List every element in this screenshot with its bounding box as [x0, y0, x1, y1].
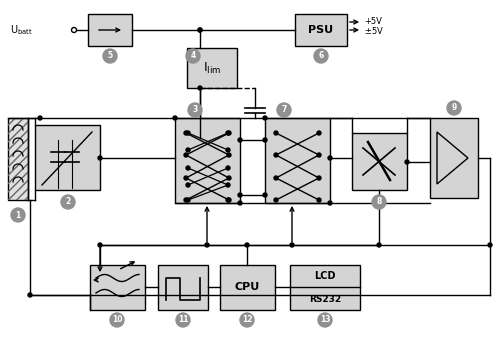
Circle shape	[274, 131, 278, 135]
Circle shape	[226, 183, 230, 187]
Text: CPU: CPU	[234, 282, 260, 292]
Text: LCD: LCD	[314, 271, 336, 281]
FancyBboxPatch shape	[158, 265, 208, 310]
Text: 7: 7	[282, 105, 286, 114]
Text: 4: 4	[190, 52, 196, 60]
FancyBboxPatch shape	[430, 118, 478, 198]
Circle shape	[238, 201, 242, 205]
Circle shape	[274, 198, 278, 202]
Circle shape	[186, 166, 190, 170]
Circle shape	[176, 313, 190, 327]
Circle shape	[173, 116, 177, 120]
Text: 6: 6	[318, 52, 324, 60]
Circle shape	[188, 103, 202, 117]
Circle shape	[226, 148, 230, 152]
Circle shape	[263, 116, 267, 120]
FancyBboxPatch shape	[295, 14, 347, 46]
Circle shape	[405, 160, 409, 164]
Circle shape	[61, 195, 75, 209]
Text: +5V: +5V	[364, 17, 382, 27]
Circle shape	[186, 148, 190, 152]
Circle shape	[227, 131, 231, 135]
Circle shape	[238, 193, 242, 197]
Circle shape	[110, 313, 124, 327]
Circle shape	[198, 86, 202, 90]
Circle shape	[488, 243, 492, 247]
Circle shape	[72, 28, 76, 32]
Text: 9: 9	[452, 104, 456, 112]
Circle shape	[186, 198, 190, 202]
Circle shape	[184, 153, 188, 157]
Circle shape	[240, 313, 254, 327]
FancyBboxPatch shape	[220, 265, 275, 310]
Circle shape	[227, 153, 231, 157]
Circle shape	[226, 198, 230, 202]
Circle shape	[447, 101, 461, 115]
Text: 2: 2	[66, 198, 70, 207]
Circle shape	[184, 176, 188, 180]
Circle shape	[205, 243, 209, 247]
Circle shape	[186, 131, 190, 135]
Circle shape	[186, 49, 200, 63]
Circle shape	[328, 201, 332, 205]
FancyBboxPatch shape	[90, 265, 145, 310]
Circle shape	[238, 138, 242, 142]
Text: PSU: PSU	[308, 25, 334, 35]
Circle shape	[226, 131, 230, 135]
Circle shape	[28, 293, 32, 297]
Circle shape	[11, 208, 25, 222]
Circle shape	[98, 243, 102, 247]
Circle shape	[227, 176, 231, 180]
FancyBboxPatch shape	[290, 265, 360, 310]
Circle shape	[263, 193, 267, 197]
Circle shape	[317, 131, 321, 135]
Text: 3: 3	[192, 105, 198, 114]
Polygon shape	[437, 132, 468, 184]
FancyBboxPatch shape	[265, 118, 330, 203]
Circle shape	[227, 198, 231, 202]
Text: $\pm$5V: $\pm$5V	[364, 24, 384, 36]
Circle shape	[314, 49, 328, 63]
Text: RS232: RS232	[309, 295, 341, 304]
Circle shape	[274, 153, 278, 157]
Text: 8: 8	[376, 198, 382, 207]
Text: 12: 12	[242, 315, 252, 325]
Text: 13: 13	[320, 315, 330, 325]
Circle shape	[317, 153, 321, 157]
Circle shape	[263, 138, 267, 142]
Circle shape	[318, 313, 332, 327]
FancyBboxPatch shape	[175, 118, 240, 203]
Text: 11: 11	[178, 315, 188, 325]
Circle shape	[377, 243, 381, 247]
Circle shape	[186, 183, 190, 187]
Circle shape	[38, 116, 42, 120]
FancyBboxPatch shape	[8, 118, 28, 200]
Circle shape	[274, 176, 278, 180]
Circle shape	[98, 156, 102, 160]
FancyBboxPatch shape	[35, 125, 100, 190]
Circle shape	[184, 198, 188, 202]
Text: 10: 10	[112, 315, 122, 325]
Circle shape	[184, 131, 188, 135]
Circle shape	[290, 243, 294, 247]
Circle shape	[317, 198, 321, 202]
Circle shape	[328, 156, 332, 160]
Circle shape	[372, 195, 386, 209]
Text: 5: 5	[108, 52, 112, 60]
Text: 1: 1	[16, 210, 20, 220]
Circle shape	[198, 28, 202, 32]
Circle shape	[317, 176, 321, 180]
Circle shape	[245, 243, 249, 247]
FancyBboxPatch shape	[88, 14, 132, 46]
Circle shape	[103, 49, 117, 63]
Text: I$_{\mathregular{lim}}$: I$_{\mathregular{lim}}$	[203, 60, 221, 75]
FancyBboxPatch shape	[187, 48, 237, 88]
Circle shape	[277, 103, 291, 117]
FancyBboxPatch shape	[352, 133, 407, 190]
Circle shape	[226, 166, 230, 170]
Circle shape	[198, 28, 202, 32]
Text: U$_{\mathregular{batt}}$: U$_{\mathregular{batt}}$	[10, 23, 33, 37]
